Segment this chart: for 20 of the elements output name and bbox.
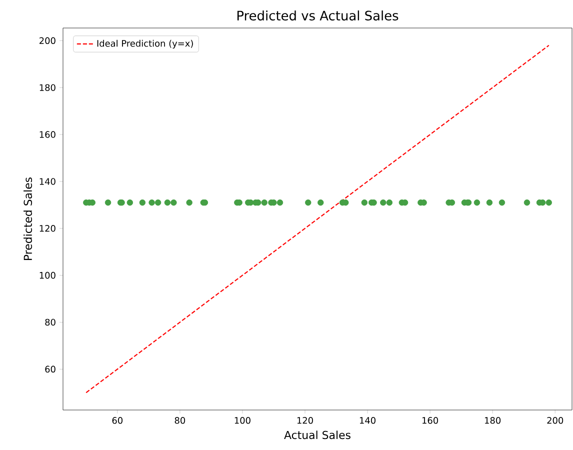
x-tick-label: 180 bbox=[485, 417, 501, 424]
legend-label: Ideal Prediction (y=x) bbox=[97, 40, 193, 48]
y-tick-label: 120 bbox=[40, 224, 56, 232]
x-tick-label: 200 bbox=[547, 417, 564, 424]
x-tick-label: 140 bbox=[360, 417, 376, 424]
chart-title: Predicted vs Actual Sales bbox=[237, 10, 398, 21]
x-axis-title: Actual Sales bbox=[284, 430, 350, 440]
y-tick-label: 60 bbox=[45, 366, 56, 373]
y-tick-label: 100 bbox=[40, 272, 56, 279]
y-tick-label: 200 bbox=[40, 37, 56, 44]
y-axis-title: Predicted Sales bbox=[24, 177, 32, 260]
x-tick-label: 120 bbox=[297, 417, 313, 424]
y-tick-label: 80 bbox=[45, 318, 56, 326]
x-tick-label: 60 bbox=[112, 417, 123, 424]
x-tick-label: 160 bbox=[422, 417, 438, 424]
x-tick-label: 100 bbox=[234, 417, 250, 424]
x-tick-label: 80 bbox=[174, 417, 186, 424]
y-tick-label: 180 bbox=[40, 84, 56, 91]
y-tick-label: 160 bbox=[40, 131, 56, 138]
y-tick-label: 140 bbox=[40, 178, 56, 185]
